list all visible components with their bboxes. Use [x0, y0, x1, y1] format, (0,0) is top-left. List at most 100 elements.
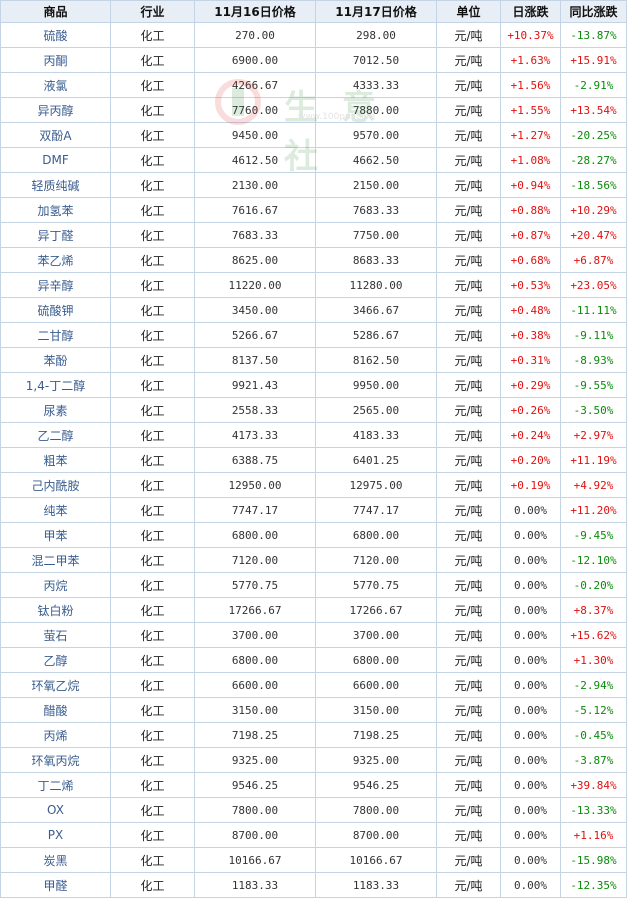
yoy-change: +15.91%	[560, 47, 627, 73]
price-nov16: 7800.00	[194, 797, 316, 823]
header-unit[interactable]: 单位	[436, 0, 501, 23]
header-price-nov17[interactable]: 11月17日价格	[315, 0, 437, 23]
price-nov17: 298.00	[315, 22, 437, 48]
price-nov16: 4266.67	[194, 72, 316, 98]
price-nov17: 9546.25	[315, 772, 437, 798]
price-nov17: 5286.67	[315, 322, 437, 348]
unit-cell: 元/吨	[436, 72, 501, 98]
yoy-change: -9.11%	[560, 322, 627, 348]
table-row: 丙烯 化工 7198.25 7198.25 元/吨 0.00% -0.45%	[0, 722, 627, 748]
product-name[interactable]: 液氯	[0, 72, 111, 98]
header-industry[interactable]: 行业	[110, 0, 195, 23]
product-name[interactable]: 硫酸	[0, 22, 111, 48]
industry-cell: 化工	[110, 147, 195, 173]
yoy-change: -3.50%	[560, 397, 627, 423]
industry-cell: 化工	[110, 822, 195, 848]
daily-change: +0.94%	[500, 172, 561, 198]
product-name[interactable]: 丙酮	[0, 47, 111, 73]
industry-cell: 化工	[110, 747, 195, 773]
yoy-change: -9.55%	[560, 372, 627, 398]
yoy-change: -11.11%	[560, 297, 627, 323]
daily-change: 0.00%	[500, 672, 561, 698]
header-price-nov16[interactable]: 11月16日价格	[194, 0, 316, 23]
yoy-change: +1.16%	[560, 822, 627, 848]
header-daily-change[interactable]: 日涨跌	[500, 0, 561, 23]
product-name[interactable]: 丙烷	[0, 572, 111, 598]
yoy-change: -12.35%	[560, 872, 627, 898]
price-nov17: 4333.33	[315, 72, 437, 98]
yoy-change: -2.91%	[560, 72, 627, 98]
product-name[interactable]: 双酚A	[0, 122, 111, 148]
unit-cell: 元/吨	[436, 697, 501, 723]
product-name[interactable]: 炭黑	[0, 847, 111, 873]
yoy-change: +13.54%	[560, 97, 627, 123]
product-name[interactable]: 硫酸钾	[0, 297, 111, 323]
daily-change: +1.55%	[500, 97, 561, 123]
product-name[interactable]: 苯乙烯	[0, 247, 111, 273]
product-name[interactable]: 异丁醛	[0, 222, 111, 248]
product-name[interactable]: 异丙醇	[0, 97, 111, 123]
product-name[interactable]: 轻质纯碱	[0, 172, 111, 198]
header-yoy-change[interactable]: 同比涨跌	[560, 0, 627, 23]
unit-cell: 元/吨	[436, 397, 501, 423]
daily-change: 0.00%	[500, 522, 561, 548]
yoy-change: +4.92%	[560, 472, 627, 498]
industry-cell: 化工	[110, 872, 195, 898]
price-nov17: 7198.25	[315, 722, 437, 748]
daily-change: 0.00%	[500, 647, 561, 673]
industry-cell: 化工	[110, 522, 195, 548]
product-name[interactable]: 丁二烯	[0, 772, 111, 798]
product-name[interactable]: 尿素	[0, 397, 111, 423]
price-nov16: 7120.00	[194, 547, 316, 573]
industry-cell: 化工	[110, 97, 195, 123]
product-name[interactable]: 己内酰胺	[0, 472, 111, 498]
industry-cell: 化工	[110, 347, 195, 373]
table-row: 丁二烯 化工 9546.25 9546.25 元/吨 0.00% +39.84%	[0, 772, 627, 798]
product-name[interactable]: 醋酸	[0, 697, 111, 723]
product-name[interactable]: 1,4-丁二醇	[0, 372, 111, 398]
product-name[interactable]: 苯酚	[0, 347, 111, 373]
product-name[interactable]: 环氧丙烷	[0, 747, 111, 773]
product-name[interactable]: PX	[0, 822, 111, 848]
product-name[interactable]: 纯苯	[0, 497, 111, 523]
yoy-change: +39.84%	[560, 772, 627, 798]
header-name[interactable]: 商品	[0, 0, 111, 23]
daily-change: 0.00%	[500, 622, 561, 648]
product-name[interactable]: 钛白粉	[0, 597, 111, 623]
industry-cell: 化工	[110, 197, 195, 223]
product-name[interactable]: 粗苯	[0, 447, 111, 473]
product-name[interactable]: 混二甲苯	[0, 547, 111, 573]
table-row: 异辛醇 化工 11220.00 11280.00 元/吨 +0.53% +23.05%	[0, 272, 627, 298]
yoy-change: -15.98%	[560, 847, 627, 873]
price-nov16: 3700.00	[194, 622, 316, 648]
daily-change: 0.00%	[500, 822, 561, 848]
price-nov17: 10166.67	[315, 847, 437, 873]
product-name[interactable]: 乙醇	[0, 647, 111, 673]
product-name[interactable]: 环氧乙烷	[0, 672, 111, 698]
product-name[interactable]: 萤石	[0, 622, 111, 648]
product-name[interactable]: 甲苯	[0, 522, 111, 548]
price-nov16: 8137.50	[194, 347, 316, 373]
industry-cell: 化工	[110, 447, 195, 473]
unit-cell: 元/吨	[436, 47, 501, 73]
industry-cell: 化工	[110, 297, 195, 323]
price-nov17: 7012.50	[315, 47, 437, 73]
product-name[interactable]: DMF	[0, 147, 111, 173]
industry-cell: 化工	[110, 72, 195, 98]
product-name[interactable]: 异辛醇	[0, 272, 111, 298]
product-name[interactable]: OX	[0, 797, 111, 823]
product-name[interactable]: 加氢苯	[0, 197, 111, 223]
header-row: 商品 行业 11月16日价格 11月17日价格 单位 日涨跌 同比涨跌	[0, 0, 627, 23]
price-nov16: 11220.00	[194, 272, 316, 298]
unit-cell: 元/吨	[436, 97, 501, 123]
price-nov16: 3450.00	[194, 297, 316, 323]
product-name[interactable]: 二甘醇	[0, 322, 111, 348]
product-name[interactable]: 丙烯	[0, 722, 111, 748]
product-name[interactable]: 乙二醇	[0, 422, 111, 448]
yoy-change: -28.27%	[560, 147, 627, 173]
table-row: 轻质纯碱 化工 2130.00 2150.00 元/吨 +0.94% -18.56%	[0, 172, 627, 198]
table-row: 丙烷 化工 5770.75 5770.75 元/吨 0.00% -0.20%	[0, 572, 627, 598]
product-name[interactable]: 甲醛	[0, 872, 111, 898]
unit-cell: 元/吨	[436, 222, 501, 248]
price-nov16: 7747.17	[194, 497, 316, 523]
